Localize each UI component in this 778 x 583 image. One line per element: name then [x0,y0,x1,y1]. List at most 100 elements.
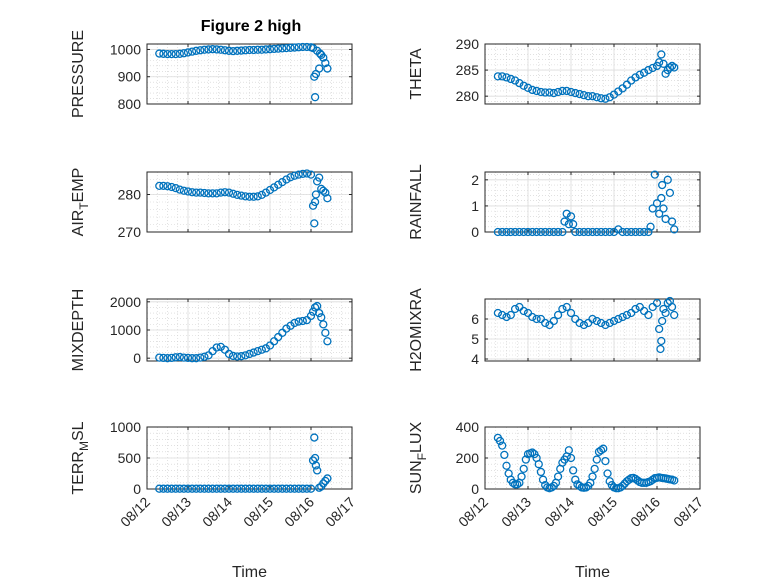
x-axis-label: Time [232,564,267,581]
data-point [216,45,225,54]
data-point [183,353,193,363]
data-point [308,43,318,53]
data-point [269,484,279,493]
data-point [245,192,254,201]
data-point [159,181,168,191]
data-point [290,318,299,328]
data-point [579,320,589,330]
data-point [510,227,520,237]
chart-1: 800 900 1000 PRESSURE [70,30,353,118]
data-point [648,204,657,213]
data-point [224,484,234,493]
y-axis-label: MIXDEPTH [70,289,87,372]
data-point [532,86,541,96]
data-point [639,68,649,77]
data-point [200,45,209,54]
data-point [515,227,524,237]
data-point [159,484,168,493]
data-point [192,354,201,363]
data-point [538,475,548,484]
data-point [319,186,328,195]
data-point [269,183,279,192]
data-point [196,484,205,493]
data-point [667,302,677,312]
data-point [200,352,209,361]
y-tick-label: 285 [456,62,480,78]
data-point [667,217,677,226]
data-point [274,180,283,189]
data-point [306,170,316,179]
data-point [183,187,193,196]
data-point [571,227,580,237]
y-tick-label: 400 [456,419,480,435]
data-point [670,63,679,72]
data-point [545,227,554,237]
y-tick-label: 200 [456,450,480,466]
data-point [310,219,319,228]
x-axis-label: Time [575,564,610,581]
data-point [302,315,312,325]
data-point [659,204,668,213]
axes-box [484,298,701,362]
data-point [569,466,578,475]
data-point [245,484,254,493]
data-point [241,192,250,201]
data-point [605,93,614,102]
data-point [302,169,312,178]
axes-box [484,171,701,233]
data-point [204,45,213,54]
data-point [536,227,546,237]
data-point [579,227,589,237]
data-point [510,76,520,85]
data-point [562,86,571,96]
data-point [506,310,515,320]
data-point [321,476,330,486]
data-point [204,189,213,198]
y-tick-label: 500 [118,450,142,466]
y-tick-label: 900 [118,69,142,85]
data-point [599,444,608,453]
data-point [265,185,275,195]
data-point [575,318,584,328]
data-point [635,227,644,237]
data-point [321,58,330,68]
data-point [670,476,679,485]
data-point [517,472,526,481]
data-point [315,64,324,73]
data-point [228,484,238,493]
data-point [298,316,307,326]
data-point [566,308,576,318]
data-point [319,53,328,62]
data-point [601,320,610,330]
data-point [596,318,606,328]
y-tick-label: 5 [471,331,479,347]
data-point [298,169,307,179]
data-point [192,484,201,493]
data-point [265,45,275,54]
data-point [310,303,320,312]
chart-3: 270 280 AIRTEMP [70,168,353,240]
data-point [155,484,164,493]
data-point [571,88,580,98]
data-point [571,475,580,484]
data-point [549,88,558,98]
data-point [269,44,279,54]
data-point [549,316,558,326]
data-point [294,43,303,52]
data-point [502,312,511,322]
data-point [648,63,657,73]
data-point [298,484,307,493]
data-point [312,466,322,475]
data-point [618,227,627,237]
data-point [493,227,503,237]
data-point [228,46,238,56]
data-point [249,192,258,201]
data-point [233,46,242,55]
data-point [498,441,507,450]
data-point [278,328,287,337]
data-point [323,64,332,73]
data-point [650,170,659,179]
chart-6: 4 5 6 H2OMIXRA [408,288,701,372]
data-point [575,227,584,237]
data-point [294,170,303,179]
